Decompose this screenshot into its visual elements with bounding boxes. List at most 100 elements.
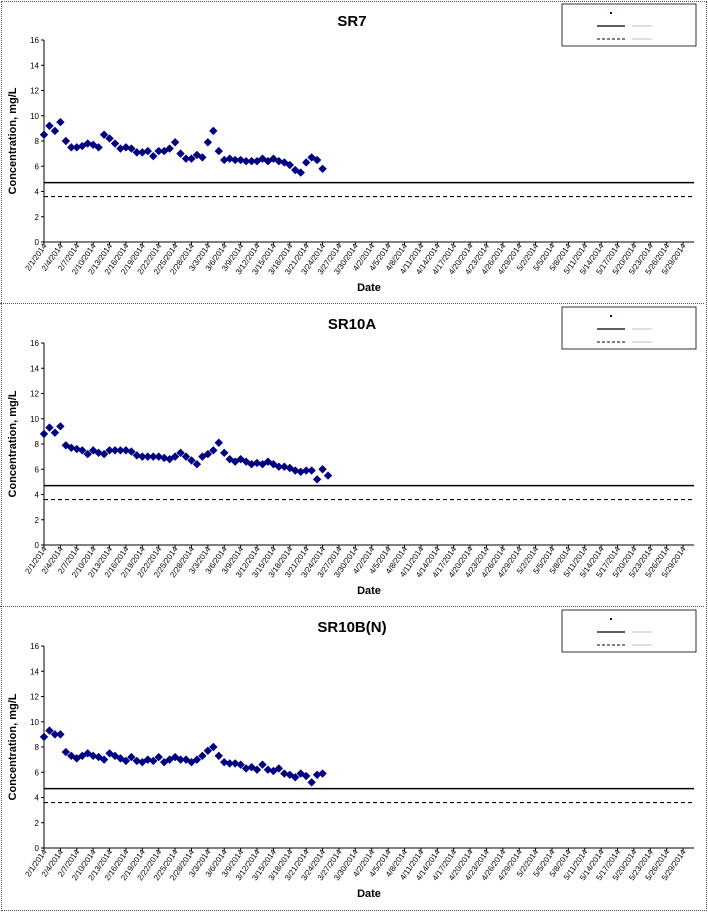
data-point: [181, 154, 191, 163]
data-point: [149, 151, 158, 161]
y-tick-label: 4: [35, 491, 40, 500]
y-tick-label: 6: [35, 465, 40, 474]
data-point: [154, 752, 163, 762]
data-point: [83, 749, 92, 758]
y-axis-label: Concentration, mg/L: [7, 87, 19, 194]
data-point: [138, 452, 147, 461]
data-point: [274, 462, 284, 471]
data-point: [318, 164, 327, 173]
data-point: [301, 158, 311, 167]
data-point: [209, 742, 218, 752]
data-point: [209, 126, 218, 136]
y-tick-label: 10: [30, 718, 39, 727]
legend: [561, 306, 697, 350]
data-point: [110, 139, 120, 148]
data-point: [39, 732, 49, 742]
y-tick-label: 4: [35, 794, 40, 803]
data-point: [105, 134, 114, 143]
data-point: [149, 452, 158, 461]
chart-panel-sr7: SR7 0 2 4 6 8 10 12 14 16 2/1/2014 2/4/2014 2/7/2014…: [0, 2, 704, 302]
data-point: [203, 138, 213, 147]
data-point: [121, 446, 131, 455]
data-point: [307, 466, 316, 475]
data-point: [56, 730, 65, 739]
data-point: [301, 466, 311, 475]
data-point: [45, 121, 54, 131]
y-tick-label: 12: [30, 87, 39, 96]
y-tick-label: 0: [35, 844, 40, 853]
y-tick-label: 10: [30, 112, 39, 121]
data-point: [78, 446, 87, 455]
data-point: [209, 446, 218, 455]
data-point: [176, 448, 185, 458]
data-point: [99, 449, 109, 459]
data-point: [198, 153, 207, 162]
data-point: [312, 475, 322, 484]
data-point: [170, 138, 180, 147]
data-point: [214, 146, 223, 156]
data-point: [176, 149, 185, 158]
data-point: [127, 447, 136, 456]
data-point: [105, 446, 114, 455]
data-point: [110, 446, 120, 455]
y-tick-label: 12: [30, 693, 39, 702]
data-point: [165, 755, 174, 764]
chart-title: SR10A: [328, 316, 377, 333]
y-tick-label: 10: [30, 415, 39, 424]
legend-marker: [610, 618, 612, 620]
chart-sr7: SR702468101214162/1/20142/4/20142/7/2014…: [7, 3, 697, 294]
data-point: [99, 755, 109, 764]
legend-marker: [610, 315, 612, 317]
chart-panel-sr10a: SR10A 0 2 4 6 8 10 12 14 16 2/1/2014 2/4/2014 2/7/20…: [0, 305, 704, 605]
chart-sr10bn: SR10B(N)02468101214162/1/20142/4/20142/7…: [7, 609, 697, 900]
data-point: [121, 143, 131, 152]
data-point: [307, 778, 316, 787]
data-point: [50, 428, 60, 437]
legend-box: [561, 609, 697, 653]
data-point: [170, 452, 180, 461]
legend-marker: [610, 12, 612, 14]
data-point: [203, 449, 213, 459]
data-point: [154, 146, 163, 156]
data-point: [192, 460, 202, 469]
y-tick-label: 8: [35, 440, 40, 449]
data-point: [127, 144, 136, 153]
y-tick-label: 16: [30, 36, 39, 45]
data-point: [56, 422, 65, 431]
data-point: [192, 755, 202, 764]
data-point: [187, 456, 196, 465]
data-point: [39, 429, 49, 439]
legend-box: [561, 3, 697, 47]
data-point: [132, 148, 142, 157]
data-point: [187, 154, 196, 163]
data-point: [247, 157, 256, 166]
chart-title: SR7: [337, 13, 366, 30]
data-point: [181, 452, 191, 461]
data-point: [296, 168, 305, 177]
y-tick-label: 16: [30, 642, 39, 651]
y-tick-label: 8: [35, 137, 40, 146]
x-axis-label: Date: [357, 585, 381, 597]
legend: [561, 609, 697, 653]
y-tick-label: 6: [35, 162, 40, 171]
y-tick-label: 6: [35, 768, 40, 777]
y-axis-label: Concentration, mg/L: [7, 693, 19, 800]
y-tick-label: 2: [35, 213, 40, 222]
data-point: [318, 465, 327, 474]
data-point: [241, 157, 251, 166]
data-point: [67, 143, 76, 152]
x-axis-label: Date: [357, 888, 381, 900]
data-point: [252, 458, 262, 468]
data-point: [72, 143, 81, 152]
y-tick-label: 14: [30, 667, 39, 676]
data-point: [181, 755, 191, 764]
data-point: [94, 143, 103, 152]
data-point: [116, 446, 125, 455]
data-point: [50, 730, 60, 739]
data-point: [88, 446, 98, 455]
data-point: [312, 155, 322, 165]
y-tick-label: 2: [35, 516, 40, 525]
data-point: [143, 146, 152, 156]
legend-box: [561, 306, 697, 350]
